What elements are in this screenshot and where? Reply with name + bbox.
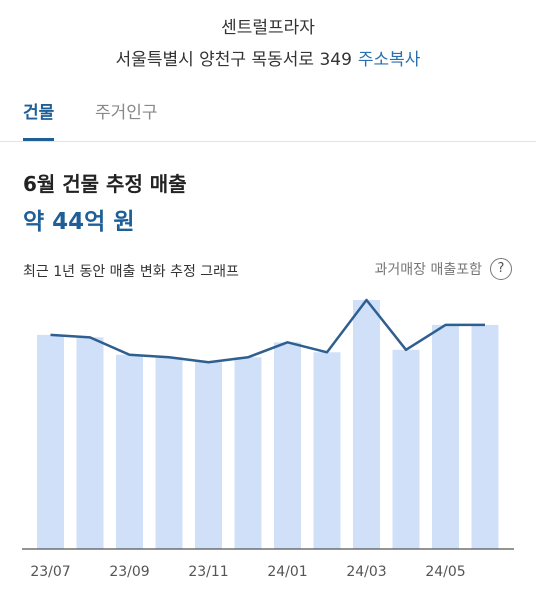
chart-bar: [432, 324, 459, 549]
chart-bar: [392, 349, 420, 549]
chart-bar: [155, 357, 183, 549]
past-sales-toggle[interactable]: 과거매장 매출포함 ?: [374, 258, 512, 280]
sales-title: 6월 건물 추정 매출: [23, 172, 187, 196]
tab-building[interactable]: 건물: [23, 100, 55, 141]
x-tick-label: 23/09: [109, 564, 149, 580]
chart-bar: [471, 324, 499, 549]
past-sales-label: 과거매장 매출포함: [374, 262, 483, 278]
chart-bar: [313, 352, 341, 549]
chart-bar: [274, 342, 301, 549]
sales-trend-line: [50, 298, 485, 364]
tab-residents-label: 주거인구: [95, 103, 158, 123]
copy-address-link[interactable]: 주소복사: [357, 50, 421, 70]
x-tick-label: 23/07: [30, 564, 70, 580]
place-name: 센트럴프라자: [221, 18, 315, 38]
x-tick-label: 23/11: [188, 564, 228, 580]
chart-bar: [76, 337, 104, 549]
help-icon[interactable]: ?: [490, 258, 512, 280]
chart-bar: [195, 362, 222, 549]
chart-bar: [353, 300, 380, 549]
tab-bar: 건물 주거인구: [0, 92, 536, 142]
chart-bar: [116, 354, 143, 549]
header: 센트럴프라자 서울특별시 양천구 목동서로 349 주소복사: [0, 0, 536, 74]
sales-amount: 약 44억 원: [23, 209, 135, 235]
chart-bar: [37, 334, 64, 549]
tab-building-label: 건물: [23, 103, 55, 123]
tab-residents[interactable]: 주거인구: [95, 100, 158, 126]
address-line: 서울특별시 양천구 목동서로 349 주소복사: [0, 46, 536, 74]
x-tick-label: 24/01: [267, 564, 307, 580]
x-tick-label: 24/03: [346, 564, 386, 580]
chart-bar: [234, 357, 262, 549]
active-tab-indicator: [23, 138, 55, 141]
x-tick-label: 24/05: [425, 564, 465, 580]
sales-chart: 23/07 23/09 23/11 24/01 24/03 24/05: [22, 298, 514, 580]
graph-caption: 최근 1년 동안 매출 변화 추정 그래프: [23, 264, 239, 280]
address-text: 서울특별시 양천구 목동서로 349: [115, 50, 352, 70]
